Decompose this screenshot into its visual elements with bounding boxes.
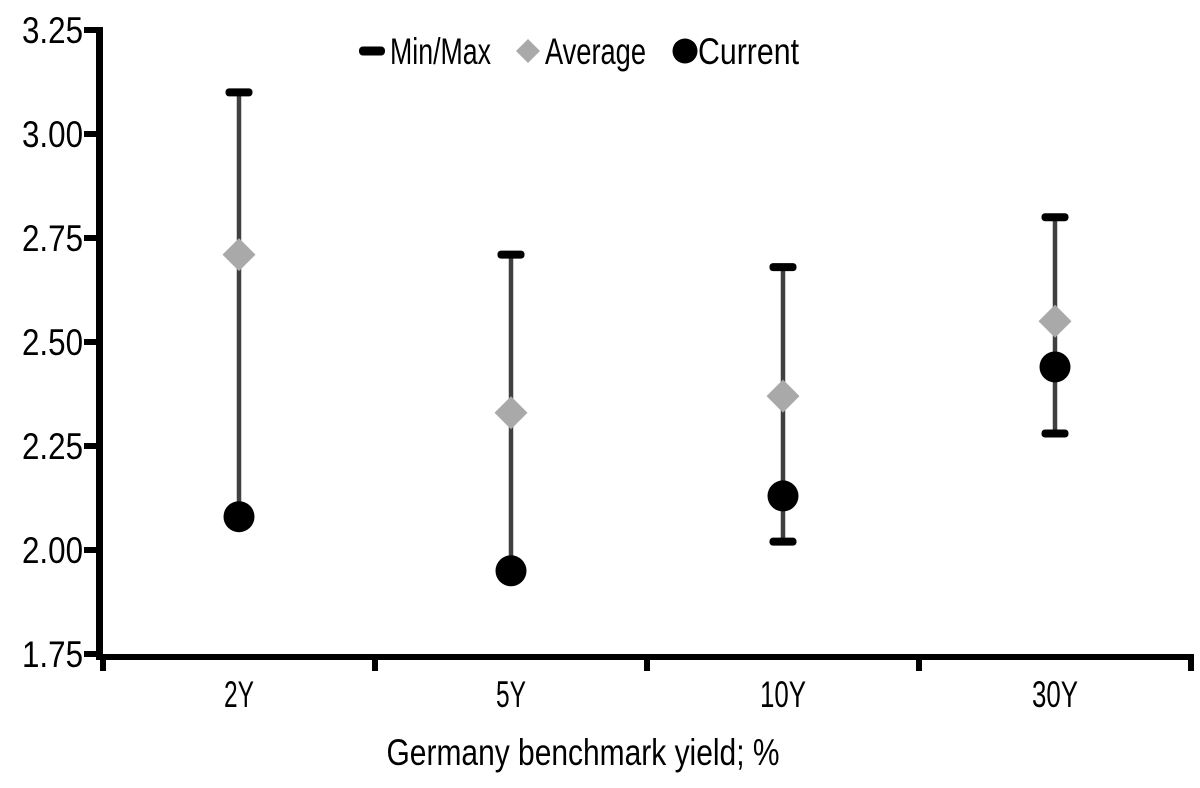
legend-minmax-dash-icon xyxy=(359,46,385,56)
y-axis-label: 2.00 xyxy=(22,530,83,571)
y-axis-label: 1.75 xyxy=(22,634,83,675)
average-marker xyxy=(494,396,528,430)
x-axis-tick xyxy=(372,654,378,671)
x-axis-tick-label: 5Y xyxy=(496,674,526,715)
y-axis-tick xyxy=(84,27,103,33)
y-axis-tick xyxy=(84,235,103,241)
legend-label: Current xyxy=(698,31,800,72)
x-axis-title: Germany benchmark yield; % xyxy=(387,732,780,773)
x-axis-tick xyxy=(916,654,922,671)
x-axis-tick-label: 2Y xyxy=(224,674,254,715)
y-axis-label: 3.00 xyxy=(22,114,83,155)
y-axis-label: 2.75 xyxy=(22,218,83,259)
average-marker xyxy=(766,379,800,413)
y-axis-label: 2.25 xyxy=(22,426,83,467)
average-marker xyxy=(222,238,256,272)
max-cap xyxy=(769,263,797,272)
y-axis-tick xyxy=(84,339,103,345)
min-cap xyxy=(769,537,797,546)
y-axis-tick xyxy=(84,443,103,449)
legend-label: Average xyxy=(545,31,646,72)
x-axis-tick-label: 10Y xyxy=(760,674,806,715)
max-cap xyxy=(225,88,253,97)
y-axis-label: 2.50 xyxy=(22,322,83,363)
y-axis-tick xyxy=(84,547,103,553)
max-cap xyxy=(1041,213,1069,222)
average-marker xyxy=(1038,304,1072,338)
current-marker xyxy=(1039,351,1071,383)
x-axis-tick xyxy=(100,654,106,671)
x-axis-tick xyxy=(1188,654,1194,671)
legend-current-circle-icon xyxy=(672,38,698,64)
current-marker xyxy=(767,480,799,512)
y-axis-tick xyxy=(84,131,103,137)
current-marker xyxy=(495,555,527,587)
min-cap xyxy=(1041,429,1069,438)
x-axis-tick-label: 30Y xyxy=(1032,674,1078,715)
y-axis-label: 3.25 xyxy=(22,10,83,51)
current-marker xyxy=(223,501,255,533)
y-axis-tick xyxy=(84,651,103,657)
max-cap xyxy=(497,250,525,259)
x-axis-tick xyxy=(644,654,650,671)
legend-label: Min/Max xyxy=(390,31,491,72)
legend-average-diamond-icon xyxy=(516,39,540,63)
